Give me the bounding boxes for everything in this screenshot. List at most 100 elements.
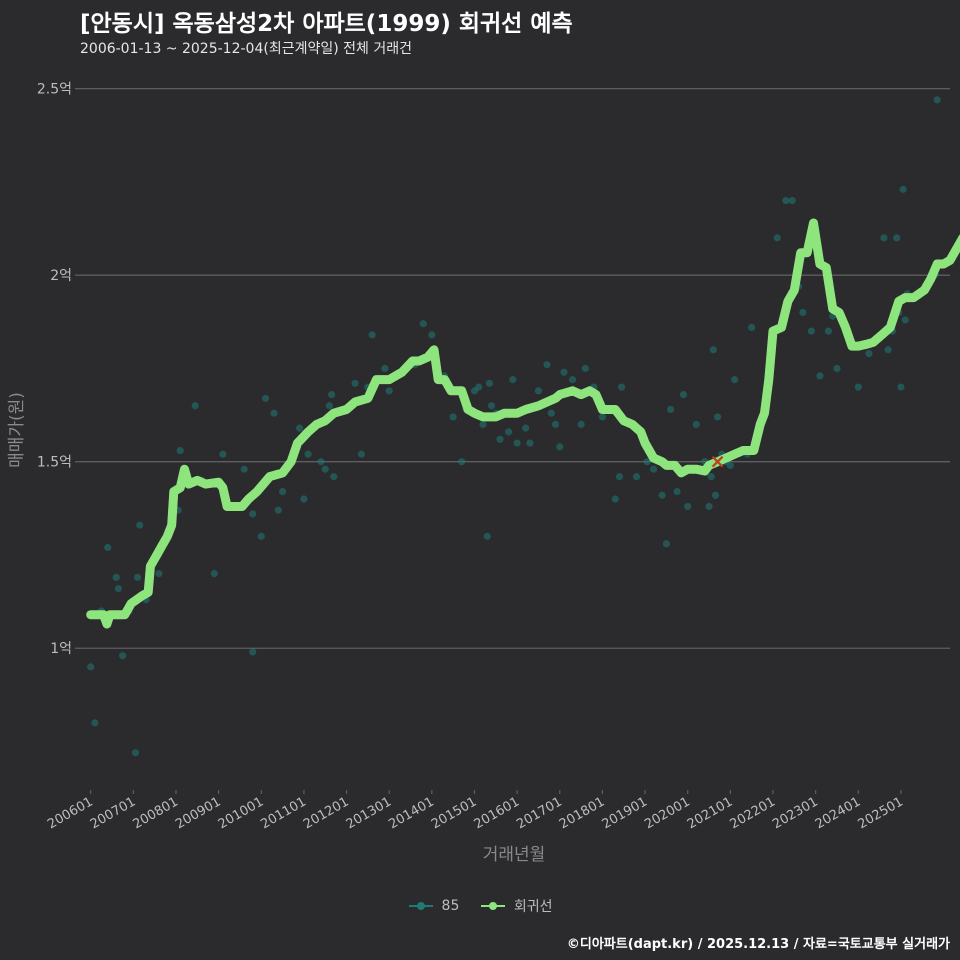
data-point [274,506,282,514]
data-point [816,372,824,380]
data-point [112,573,120,581]
x-tick-label: 200901 [173,794,223,832]
data-point [692,420,700,429]
x-axis-label: 거래년월 [483,845,546,865]
data-point [249,648,257,656]
data-point [278,487,287,496]
data-point [219,450,227,458]
data-point [357,450,366,458]
x-tick-label: 201301 [344,794,394,832]
data-point [176,446,184,455]
data-point [114,584,122,593]
data-point [598,413,607,421]
legend-item-regression[interactable]: 회귀선 [480,896,553,916]
data-point [632,473,641,481]
legend-key-regression [480,899,506,913]
data-point [643,458,651,466]
data-point [385,387,393,395]
highlight-marker [711,455,724,468]
legend: 85 회귀선 [0,896,960,917]
data-point [577,420,585,429]
chart-title: [안동시] 옥동삼성2차 아파트(1999) 회귀선 예측 [80,11,573,37]
data-point [615,473,624,481]
data-point [191,402,199,410]
data-point [325,402,334,410]
data-point [568,376,577,384]
y-tick-label: 1억 [50,641,72,657]
footer-credit: ©디아파트(dapt.kr) / 2025.12.13 / 자료=국토교통부 실… [566,937,950,952]
data-point [257,532,265,540]
data-point [328,390,336,399]
data-point [618,383,626,391]
data-point [210,570,218,578]
data-point [705,502,713,511]
data-point [317,458,325,466]
x-tick-label: 202101 [685,794,735,832]
data-point [483,532,491,540]
data-point [270,409,278,417]
data-point [428,331,436,339]
data-point [485,379,494,387]
data-point [419,320,427,328]
data-point [933,96,941,104]
data-point [807,327,815,335]
data-point [799,308,807,317]
x-tick-label: 202001 [642,794,692,832]
x-tick-label: 201401 [386,794,436,832]
data-point [709,346,717,354]
data-point [381,364,389,373]
legend-key-85 [408,899,434,913]
y-axis-ticks: 1억 1.5억 2억 2.5억 [37,82,80,657]
x-tick-label: 202201 [728,794,778,832]
data-point [321,465,329,473]
data-point [543,361,551,369]
data-point [104,543,112,552]
data-point [155,570,163,578]
scatter-points [87,96,941,757]
legend-item-85[interactable]: 85 [408,898,460,914]
highlight-marker-group [711,455,724,468]
data-point [87,663,95,671]
data-point [658,491,666,499]
data-point [748,323,756,332]
x-tick-label: 202501 [855,794,905,832]
data-point [131,749,140,757]
x-tick-label: 201001 [216,794,266,832]
legend-label-85: 85 [441,898,460,914]
x-tick-label: 200601 [45,794,95,832]
data-point [707,473,715,481]
data-point [650,465,658,473]
data-point [560,368,568,376]
x-tick-label: 201701 [514,794,564,832]
data-point [330,473,338,481]
y-tick-label: 1.5억 [37,455,72,471]
x-tick-label: 201201 [301,794,351,832]
x-axis-ticks: 2006012007012008012009012010012011012012… [45,790,906,832]
x-tick-label: 201801 [557,794,607,832]
data-point [534,387,543,395]
data-point [91,719,99,727]
data-point [261,394,270,402]
data-point [662,540,670,548]
data-point [833,364,841,373]
data-point [731,376,739,384]
data-point [133,573,142,581]
legend-label-regression: 회귀선 [513,899,553,915]
data-point [496,435,504,443]
data-point [522,424,530,432]
data-point [296,424,304,432]
data-point [509,376,517,384]
data-point [581,364,589,373]
data-point [240,465,248,473]
data-point [711,491,720,499]
x-tick-label: 201101 [258,794,308,832]
data-point [479,420,487,429]
x-tick-label: 201501 [429,794,479,832]
x-tick-label: 202301 [770,794,820,832]
chart-subtitle: 2006-01-13 ~ 2025-12-04(최근계약일) 전체 거래건 [80,41,412,57]
y-tick-label: 2.5억 [37,82,72,98]
regression-line-group [86,218,960,629]
data-point [824,327,833,335]
data-point [300,495,308,503]
